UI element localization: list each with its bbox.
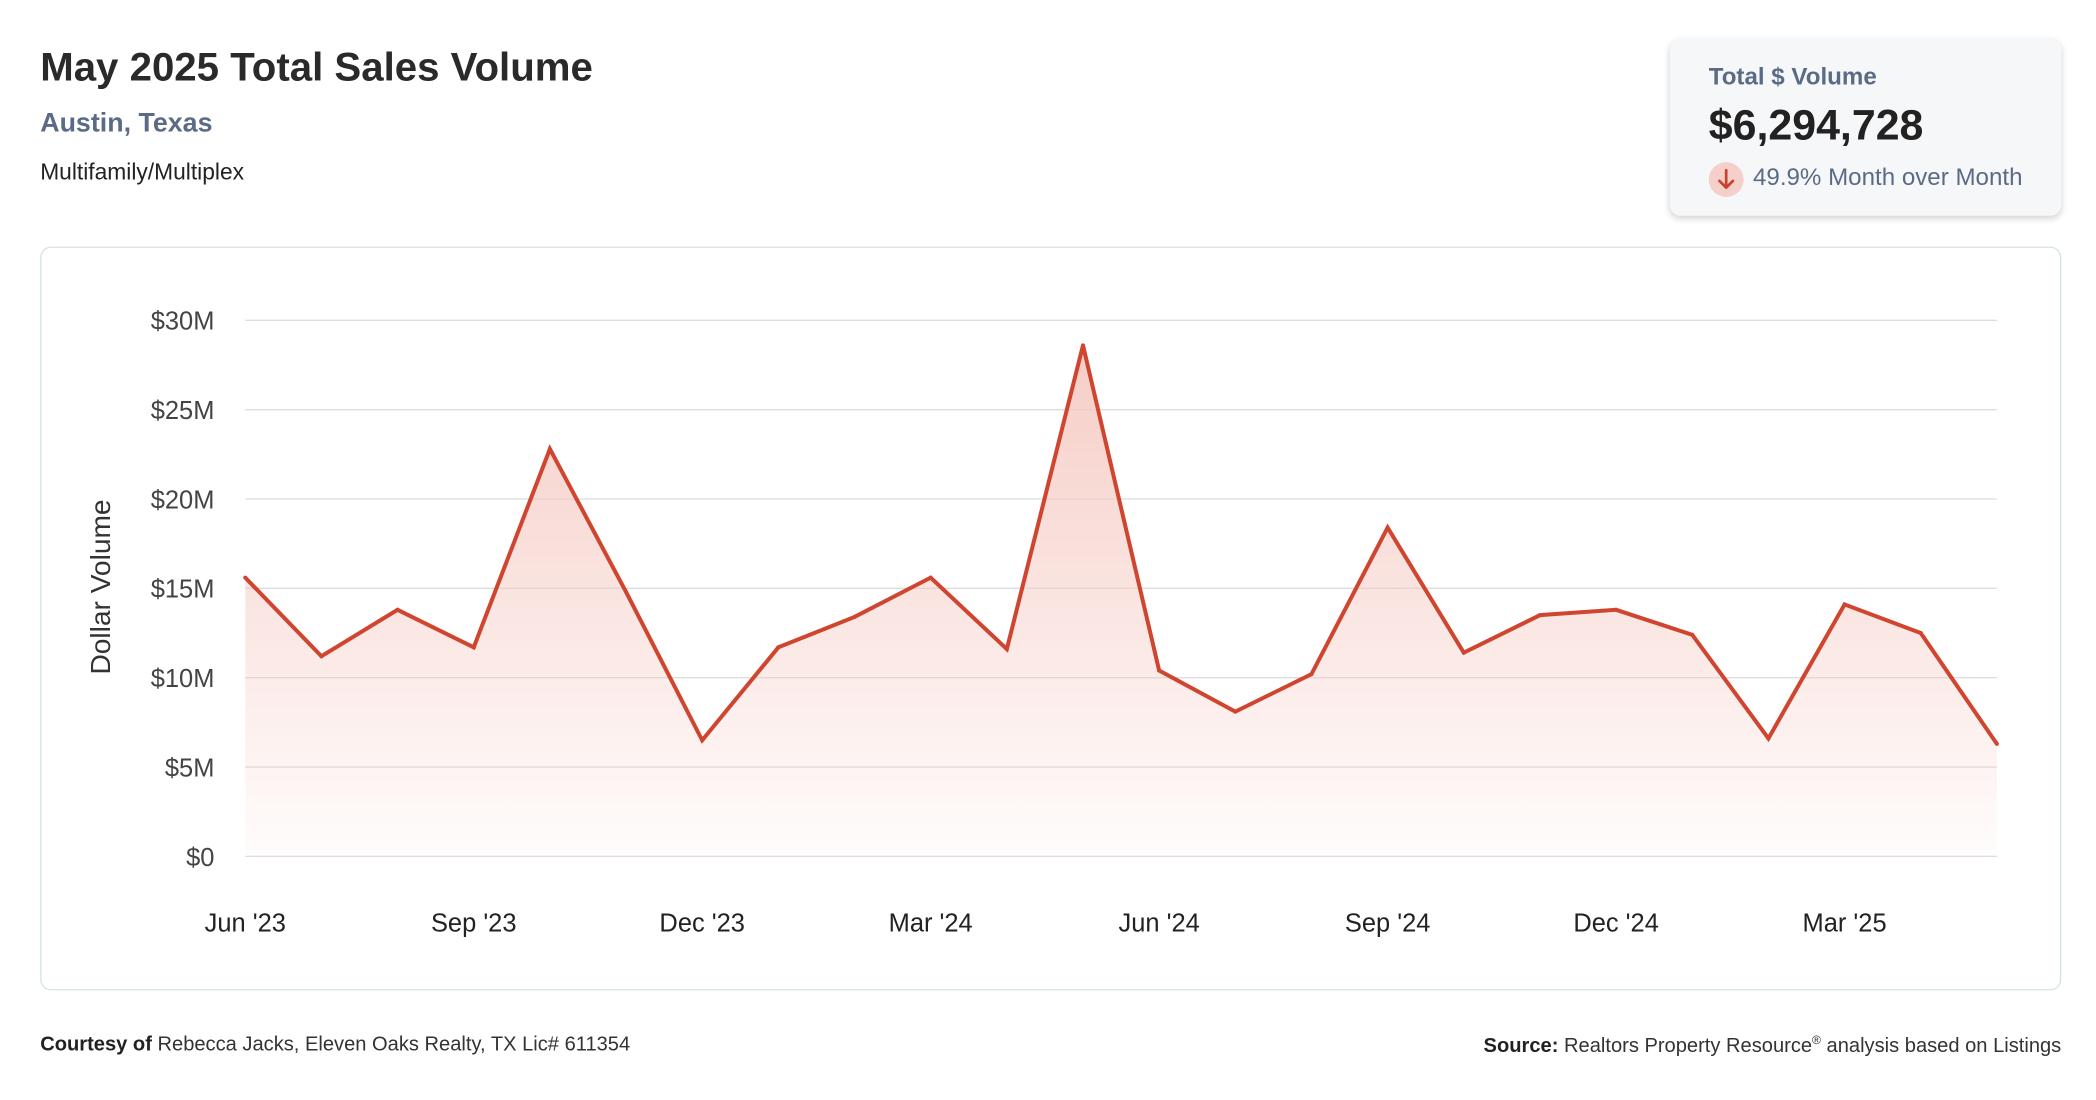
data-point	[1994, 741, 1999, 746]
data-point	[1766, 736, 1771, 741]
data-point	[319, 654, 324, 659]
data-point	[1080, 343, 1086, 348]
y-tick-label: $25M	[151, 397, 215, 425]
data-point	[547, 446, 552, 451]
registered-mark: ®	[1812, 1033, 1821, 1047]
y-axis-title: Dollar Volume	[85, 499, 116, 674]
data-point	[471, 645, 476, 650]
kpi-value: $6,294,728	[1708, 100, 1924, 149]
data-point	[776, 645, 781, 650]
x-tick-label: Mar '25	[1803, 909, 1887, 937]
courtesy-text: Rebecca Jacks, Eleven Oaks Realty, TX Li…	[157, 1033, 631, 1057]
page-title: May 2025 Total Sales Volume	[40, 45, 593, 90]
data-point	[1690, 632, 1695, 637]
source-footer: Source: Realtors Property Resource® anal…	[1484, 1033, 2062, 1057]
data-point	[1537, 613, 1542, 618]
source-label: Source:	[1483, 1034, 1559, 1058]
x-tick-label: Jun '23	[205, 909, 286, 937]
data-point	[928, 575, 933, 580]
x-tick-label: Dec '23	[659, 909, 745, 937]
kpi-change-text: 49.9% Month over Month	[1752, 163, 2023, 191]
property-category: Multifamily/Multiplex	[40, 159, 245, 185]
y-tick-label: $20M	[151, 486, 215, 514]
data-point	[852, 614, 857, 619]
data-point	[1385, 525, 1390, 530]
sales-volume-chart: $0 $5M $10M $15M $20M $25M $30M Jun '23 Sep '23…	[85, 308, 1999, 937]
data-point	[1461, 650, 1466, 655]
series-area	[245, 345, 1997, 857]
data-point	[1157, 668, 1162, 673]
arrow-down-icon	[1708, 162, 1744, 198]
x-tick-label: Sep '23	[431, 909, 517, 937]
data-point	[1614, 607, 1619, 612]
data-point	[1233, 709, 1238, 714]
kpi-label: Total $ Volume	[1708, 62, 1877, 90]
courtesy-footer: Courtesy of Rebecca Jacks, Eleven Oaks R…	[40, 1033, 630, 1056]
data-point	[1004, 647, 1009, 652]
source-text-suffix: analysis based on Listings	[1826, 1034, 2062, 1058]
data-point	[624, 589, 629, 594]
location-subtitle: Austin, Texas	[40, 108, 213, 139]
x-tick-label: Jun '24	[1119, 909, 1200, 937]
chart-container: $0 $5M $10M $15M $20M $25M $30M Jun '23 Sep '23…	[40, 246, 2062, 991]
y-tick-label: $5M	[165, 754, 215, 782]
series-line	[243, 344, 1999, 746]
y-tick-label: $30M	[151, 308, 215, 336]
data-point	[395, 607, 400, 612]
data-point	[1309, 672, 1314, 677]
x-tick-label: Dec '24	[1573, 909, 1659, 937]
data-point	[243, 575, 248, 580]
y-tick-label: $0	[186, 844, 214, 872]
courtesy-label: Courtesy of	[40, 1033, 152, 1057]
data-point	[1918, 631, 1923, 636]
y-tick-label: $15M	[151, 576, 215, 604]
data-point	[1842, 602, 1847, 607]
source-text: Realtors Property Resource	[1564, 1034, 1813, 1058]
total-volume-card: Total $ Volume $6,294,728 49.9% Month ov…	[1669, 38, 2062, 216]
x-tick-label: Sep '24	[1345, 909, 1431, 937]
x-tick-label: Mar '24	[889, 909, 973, 937]
y-tick-label: $10M	[151, 665, 215, 693]
data-point	[700, 738, 705, 743]
